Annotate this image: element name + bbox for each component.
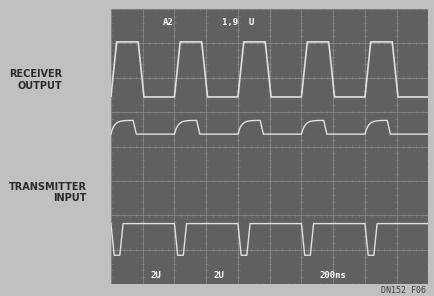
- Text: 200ns: 200ns: [319, 271, 346, 280]
- Text: DN152 F06: DN152 F06: [381, 286, 425, 295]
- Text: A2: A2: [162, 18, 173, 27]
- Text: TRANSMITTER
INPUT: TRANSMITTER INPUT: [9, 182, 86, 203]
- Text: RECEIVER
OUTPUT: RECEIVER OUTPUT: [9, 69, 62, 91]
- Text: 2U: 2U: [150, 271, 161, 280]
- Text: 1,9  U: 1,9 U: [221, 18, 253, 27]
- Text: 2U: 2U: [213, 271, 224, 280]
